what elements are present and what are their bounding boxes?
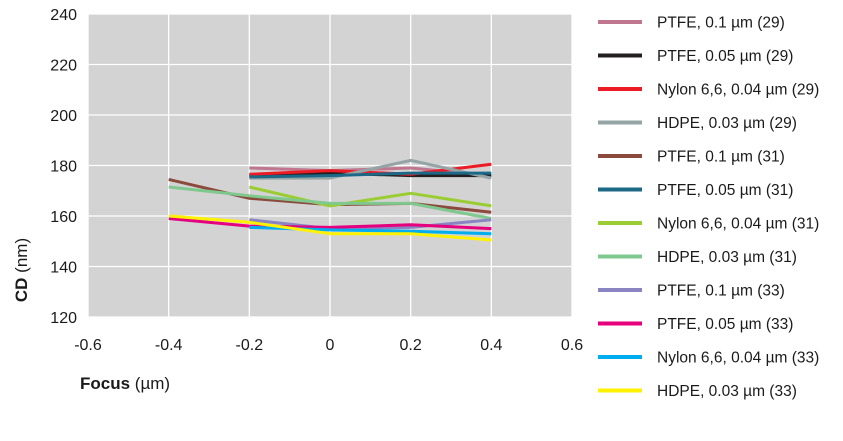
legend-label: HDPE, 0.03 µm (29) [657,115,797,132]
x-axis-title: Focus (µm) [80,374,170,393]
y-tick-label: 120 [50,310,77,327]
legend-label: Nylon 6,6, 0.04 µm (29) [657,82,819,99]
series-line-12 [168,214,492,242]
y-axis-title-unit: (nm) [12,238,31,278]
legend-label: HDPE, 0.03 µm (33) [657,383,797,400]
x-axis-ticks: -0.6 -0.4 -0.2 0 0.2 0.4 0.6 [74,337,583,354]
x-tick-label: -0.6 [74,337,102,354]
legend: PTFE, 0.1 µm (29) PTFE, 0.05 µm (29) Nylon… [598,15,819,400]
legend-label: PTFE, 0.1 µm (29) [657,15,785,32]
legend-label: PTFE, 0.1 µm (31) [657,149,785,166]
y-tick-label: 160 [50,209,77,226]
x-tick-label: 0 [326,337,335,354]
y-axis-title-main: CD [12,278,31,303]
legend-label: PTFE, 0.1 µm (33) [657,283,785,300]
y-tick-label: 140 [50,260,77,277]
x-tick-label: 0.4 [480,337,502,354]
series-line-7 [248,185,492,208]
x-axis-title-unit: (µm) [130,374,170,393]
y-tick-label: 180 [50,159,77,176]
legend-label: HDPE, 0.03 µm (31) [657,249,797,266]
series-line-8 [168,185,492,220]
x-tick-label: 0.6 [561,337,583,354]
x-axis-title-main: Focus [80,374,130,393]
legend-label: PTFE, 0.05 µm (31) [657,182,793,199]
series-lines [168,158,492,242]
legend-label: PTFE, 0.05 µm (33) [657,316,793,333]
legend-label: PTFE, 0.05 µm (29) [657,48,793,65]
y-axis-ticks: 120 140 160 180 200 220 240 [50,7,77,327]
legend-label: Nylon 6,6, 0.04 µm (33) [657,350,819,367]
series-line-9 [249,218,492,231]
legend-label: Nylon 6,6, 0.04 µm (31) [657,216,819,233]
x-tick-label: -0.2 [236,337,264,354]
series-line-10 [168,217,492,231]
series-line-4 [249,158,492,180]
x-tick-label: -0.4 [155,337,183,354]
x-tick-label: 0.2 [400,337,422,354]
series-line-6 [249,171,492,179]
y-tick-label: 220 [50,58,77,75]
y-tick-label: 200 [50,108,77,125]
y-axis-title: CD (nm) [12,238,31,302]
y-tick-label: 240 [50,7,77,24]
